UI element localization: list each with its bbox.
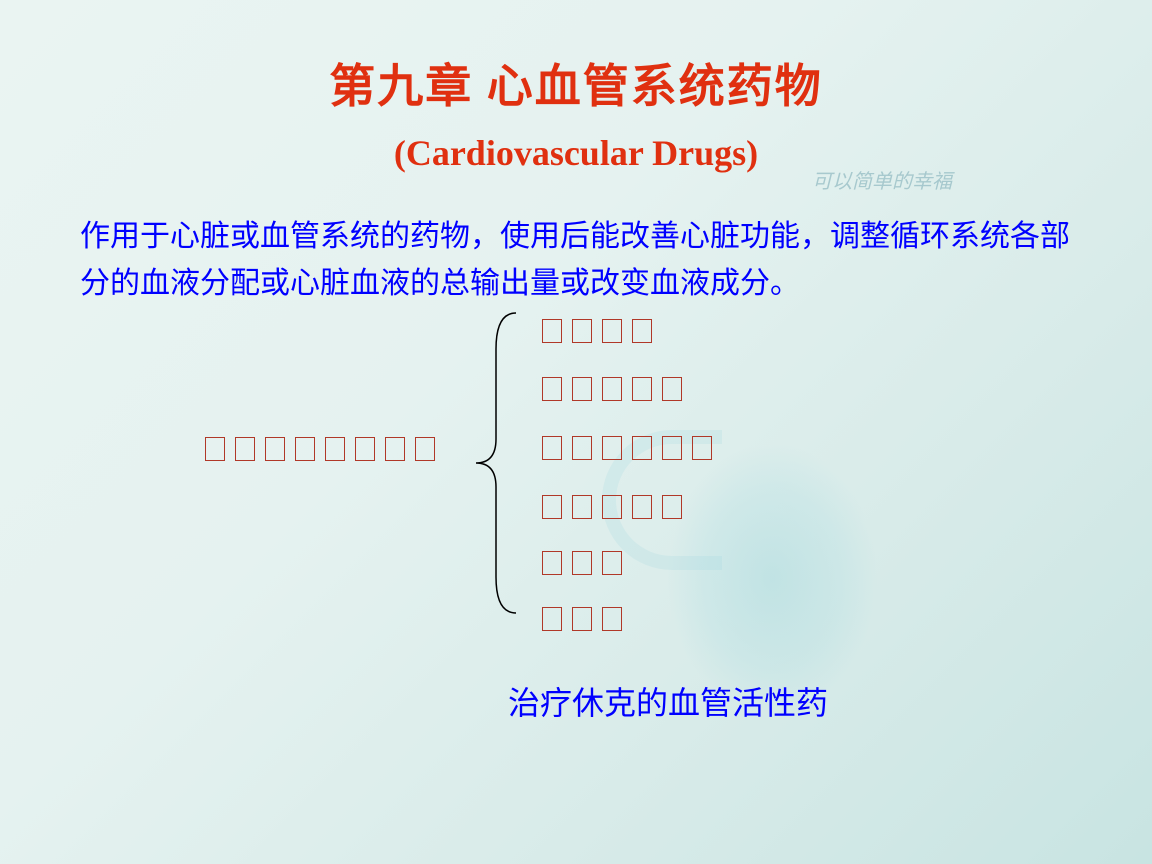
placeholder-box xyxy=(205,437,225,461)
placeholder-box xyxy=(265,437,285,461)
placeholder-box xyxy=(572,607,592,631)
placeholder-box xyxy=(572,319,592,343)
title-chinese: 第九章 心血管系统药物 xyxy=(0,50,1152,116)
placeholder-box xyxy=(542,607,562,631)
description-text: 作用于心脏或血管系统的药物，使用后能改善心脏功能，调整循环系统各部分的血液分配或… xyxy=(80,214,1072,307)
placeholder-box xyxy=(692,436,712,460)
placeholder-box xyxy=(572,495,592,519)
title-english: (Cardiovascular Drugs) xyxy=(0,132,1152,174)
placeholder-box xyxy=(325,437,345,461)
placeholder-box xyxy=(572,551,592,575)
placeholder-box xyxy=(662,377,682,401)
diagram-item-3 xyxy=(542,489,692,521)
placeholder-box xyxy=(602,377,622,401)
footer-text: 治疗休克的血管活性药 xyxy=(508,678,828,724)
placeholder-box xyxy=(235,437,255,461)
watermark-text: 可以简单的幸福 xyxy=(812,165,952,194)
placeholder-box xyxy=(385,437,405,461)
placeholder-box xyxy=(542,377,562,401)
placeholder-box xyxy=(542,495,562,519)
placeholder-box xyxy=(295,437,315,461)
placeholder-box xyxy=(632,377,652,401)
brace-curly xyxy=(468,309,524,617)
diagram-item-0 xyxy=(542,313,662,345)
placeholder-box xyxy=(572,436,592,460)
diagram-item-2 xyxy=(542,430,722,462)
placeholder-box xyxy=(632,319,652,343)
placeholder-box xyxy=(662,495,682,519)
placeholder-box xyxy=(542,436,562,460)
placeholder-box xyxy=(572,377,592,401)
placeholder-box xyxy=(602,607,622,631)
placeholder-box xyxy=(602,551,622,575)
placeholder-box xyxy=(542,551,562,575)
diagram-left-label xyxy=(205,431,445,463)
diagram-item-5 xyxy=(542,601,632,633)
placeholder-box xyxy=(602,436,622,460)
placeholder-box xyxy=(415,437,435,461)
placeholder-box xyxy=(602,495,622,519)
placeholder-box xyxy=(355,437,375,461)
diagram-container xyxy=(0,317,1152,717)
diagram-item-4 xyxy=(542,545,632,577)
diagram-item-1 xyxy=(542,371,692,403)
placeholder-box xyxy=(542,319,562,343)
placeholder-box xyxy=(632,436,652,460)
placeholder-box xyxy=(662,436,682,460)
title-container: 第九章 心血管系统药物 (Cardiovascular Drugs) xyxy=(0,0,1152,174)
placeholder-box xyxy=(632,495,652,519)
placeholder-box xyxy=(602,319,622,343)
